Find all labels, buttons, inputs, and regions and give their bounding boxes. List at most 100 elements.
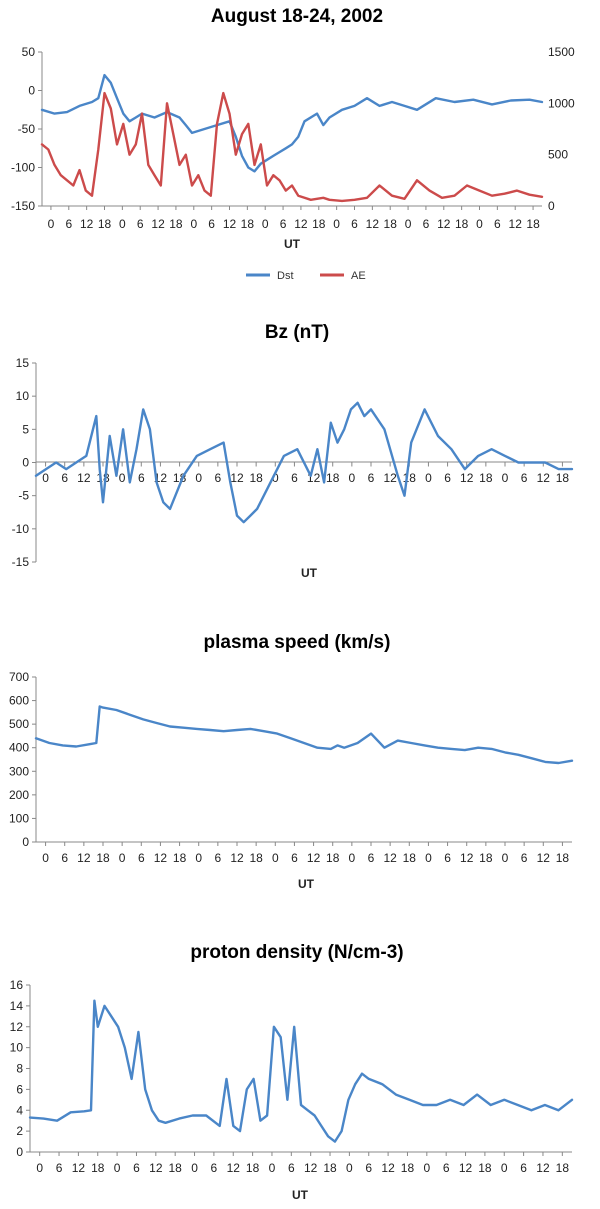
x-tick-label: 18 — [312, 217, 326, 231]
x-tick-label: 18 — [91, 1161, 105, 1175]
x-tick-label: 0 — [269, 1161, 276, 1175]
y-tick-label: 0 — [22, 456, 29, 470]
x-tick-label: 6 — [208, 217, 215, 231]
x-ticks-dst: 0 6 12 18 0 6 12 18 0 6 12 18 0 6 12 18 0 6 12 18 0 6 12 18 0 6 12… — [48, 206, 540, 231]
x-tick-label: 0 — [425, 851, 432, 865]
y2-tick-label: 1000 — [548, 96, 575, 110]
x-tick-label: 0 — [346, 1161, 353, 1175]
y-tick-label: 8 — [16, 1062, 23, 1076]
x-axis-label-dst: UT — [284, 237, 301, 251]
x-tick-label: 0 — [349, 851, 356, 865]
x-tick-label: 18 — [326, 471, 340, 485]
y2-tick-label: 1500 — [548, 45, 575, 59]
series-line-bz — [34, 401, 574, 524]
x-tick-label: 6 — [291, 851, 298, 865]
y-tick-label: -10 — [12, 522, 30, 536]
y-tick-label: -100 — [11, 161, 35, 175]
x-tick-label: 6 — [444, 851, 451, 865]
x-tick-label: 18 — [403, 471, 417, 485]
x-tick-label: 6 — [521, 851, 528, 865]
legend: Dst AE — [246, 270, 366, 282]
x-tick-label: 6 — [61, 471, 68, 485]
x-tick-label: 0 — [502, 851, 509, 865]
x-tick-label: 0 — [119, 217, 126, 231]
y-tick-label: 100 — [9, 811, 29, 825]
x-tick-label: 0 — [48, 217, 55, 231]
x-tick-label: 18 — [96, 851, 110, 865]
x-ticks-bz: 0 6 12 18 0 6 12 18 0 6 12 18 0 6 12 18 0 6 12 18 0 6 12 18 0 6 12… — [42, 462, 570, 485]
x-tick-label: 6 — [215, 471, 222, 485]
x-tick-label: 18 — [556, 851, 570, 865]
x-tick-label: 18 — [326, 851, 340, 865]
x-ticks-density: 0 6 12 18 0 6 12 18 0 6 12 18 0 6 12 18 0 6 12 18 0 6 12 18 0 6 12… — [36, 1152, 569, 1175]
x-tick-label: 0 — [195, 471, 202, 485]
y-tick-label: 6 — [16, 1082, 23, 1096]
x-tick-label: 6 — [365, 1161, 372, 1175]
x-tick-label: 18 — [249, 471, 263, 485]
x-tick-label: 6 — [423, 217, 430, 231]
x-tick-label: 6 — [291, 471, 298, 485]
x-tick-label: 6 — [215, 851, 222, 865]
x-tick-label: 6 — [137, 217, 144, 231]
y-tick-label: 2 — [16, 1124, 23, 1138]
x-tick-label: 18 — [241, 217, 255, 231]
x-tick-label: 12 — [294, 217, 308, 231]
x-tick-label: 12 — [77, 471, 91, 485]
x-tick-label: 12 — [77, 851, 91, 865]
x-tick-label: 0 — [42, 471, 49, 485]
y-ticks-bz: 15 10 5 0 -5 -10 -15 — [12, 356, 36, 569]
chart-plasma-speed: plasma speed (km/s) 70060050040030020010… — [9, 632, 574, 891]
y-tick-label: -50 — [18, 122, 36, 136]
x-tick-label: 6 — [521, 471, 528, 485]
x-tick-label: 0 — [272, 471, 279, 485]
x-tick-label: 12 — [536, 1161, 550, 1175]
chart-title-speed: plasma speed (km/s) — [204, 632, 391, 653]
x-tick-label: 0 — [190, 217, 197, 231]
x-tick-label: 18 — [168, 1161, 182, 1175]
x-tick-label: 12 — [383, 471, 397, 485]
x-tick-label: 6 — [133, 1161, 140, 1175]
x-tick-label: 12 — [80, 217, 94, 231]
y-tick-label: 14 — [10, 999, 24, 1013]
y-tick-label: -15 — [12, 555, 30, 569]
x-tick-label: 0 — [502, 471, 509, 485]
x-tick-label: 18 — [403, 851, 417, 865]
series-line-ae — [40, 91, 544, 203]
x-tick-label: 18 — [249, 851, 263, 865]
x-tick-label: 12 — [230, 851, 244, 865]
x-tick-label: 6 — [138, 851, 145, 865]
x-tick-label: 12 — [381, 1161, 395, 1175]
y-tick-label: 500 — [9, 717, 29, 731]
y-ticks-speed: 700 600 500 400 300 200 100 0 — [9, 670, 36, 849]
y-tick-label: 16 — [10, 978, 24, 992]
x-tick-label: 12 — [437, 217, 451, 231]
x-tick-label: 18 — [246, 1161, 260, 1175]
x-tick-label: 0 — [333, 217, 340, 231]
y-tick-label: 10 — [10, 1041, 24, 1055]
chart-title-dst-ae: August 18-24, 2002 — [211, 6, 383, 27]
x-tick-label: 18 — [173, 851, 187, 865]
x-tick-label: 18 — [479, 851, 493, 865]
x-tick-label: 6 — [280, 217, 287, 231]
x-tick-label: 12 — [151, 217, 165, 231]
x-tick-label: 0 — [405, 217, 412, 231]
x-tick-label: 0 — [36, 1161, 43, 1175]
y-tick-label: 0 — [28, 84, 35, 98]
x-tick-label: 0 — [423, 1161, 430, 1175]
y-tick-label: 0 — [16, 1145, 23, 1159]
y-tick-label: 12 — [10, 1020, 24, 1034]
y-ticks-left-dst: 50 0 -50 -100 -150 — [11, 45, 42, 213]
x-tick-label: 12 — [72, 1161, 86, 1175]
y-tick-label: 4 — [16, 1103, 23, 1117]
x-tick-label: 18 — [323, 1161, 337, 1175]
x-tick-label: 18 — [556, 471, 570, 485]
legend-label-ae: AE — [351, 270, 366, 282]
x-tick-label: 0 — [191, 1161, 198, 1175]
x-tick-label: 12 — [227, 1161, 241, 1175]
x-tick-label: 18 — [96, 471, 110, 485]
x-tick-label: 6 — [65, 217, 72, 231]
y-tick-label: -5 — [18, 489, 29, 503]
y-tick-label: 200 — [9, 788, 29, 802]
x-ticks-speed: 0 6 12 18 0 6 12 18 0 6 12 18 0 6 12 18 0 6 12 18 0 6 12 18 0 6 12… — [42, 842, 569, 865]
